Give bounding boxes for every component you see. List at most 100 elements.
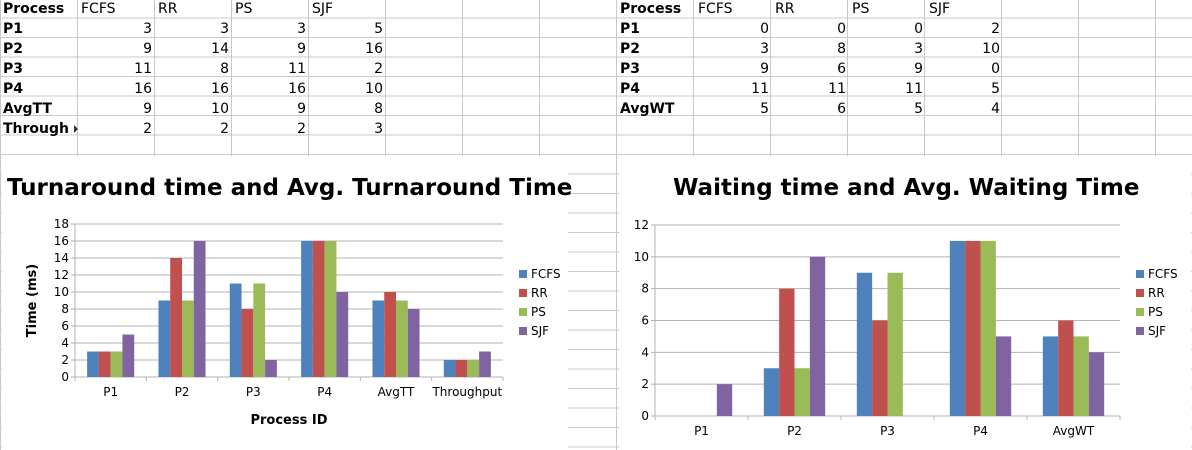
table-header-row: Process FCFS RR PS SJF [0,0,386,19]
legend-swatch-sjf [1136,327,1144,335]
value-cell[interactable]: 3 [143,21,152,37]
legend-label-rr: RR [531,286,548,300]
value-cell[interactable]: 5 [760,101,769,117]
row-label-cell[interactable]: P3 [620,61,641,77]
y-tick-label: 8 [641,282,649,296]
value-cell[interactable]: 3 [914,41,923,57]
value-cell[interactable]: 16 [288,81,306,97]
value-cell[interactable]: 16 [211,81,229,97]
waiting-chart-plot: 0 2 4 6 8 10 12 P1 P2 P3 P4 AvgWT FCFS RR PS SJF [634,218,1178,438]
row-label-cell[interactable]: P1 [3,21,24,37]
header-cell[interactable]: SJF [929,1,951,17]
value-cell[interactable]: 2 [991,21,1000,37]
value-cell[interactable]: 11 [288,61,306,77]
value-cell[interactable]: 10 [211,101,229,117]
row-label-cell[interactable]: AvgWT [620,101,675,117]
table-row: P3 9 6 9 0 [617,59,1003,79]
bar-ps-throughput [467,360,480,377]
value-cell[interactable]: 11 [905,81,923,97]
value-cell[interactable]: 5 [914,101,923,117]
row-label-cell[interactable]: P4 [620,81,641,97]
y-tick-label: 4 [641,345,649,359]
value-cell[interactable]: 11 [751,81,769,97]
bar-ps-avgwt [1073,336,1089,416]
value-cell[interactable]: 16 [365,41,383,57]
row-label-cell[interactable]: AvgTT [3,101,52,117]
row-label-cell[interactable]: Through [0,119,78,139]
row-label-cell[interactable]: P2 [3,41,24,57]
y-tick-label: 6 [61,319,69,333]
chart-title: Waiting time and Avg. Waiting Time [673,175,1140,201]
table-row: P1 3 3 3 5 [0,19,386,39]
turnaround-chart[interactable]: Turnaround time and Avg. Turnaround Time… [2,156,572,450]
value-cell[interactable]: 2 [374,61,383,77]
value-cell[interactable]: 5 [991,81,1000,97]
table-row: P3 11 8 11 2 [0,59,386,79]
value-cell[interactable]: 9 [760,61,769,77]
header-cell[interactable]: Process [620,1,682,17]
header-cell[interactable]: PS [852,1,870,17]
value-cell[interactable]: 0 [914,21,923,37]
bar-ps-p1 [110,351,123,377]
bar-ps-p3 [253,283,266,377]
header-cell[interactable]: SJF [312,1,334,17]
value-cell[interactable]: 9 [143,101,152,117]
x-tick-label: P4 [973,424,988,438]
bar-sjf-throughput [479,351,491,377]
value-cell[interactable]: 3 [760,41,769,57]
value-cell[interactable]: 9 [914,61,923,77]
bar-rr-p3 [872,320,888,416]
row-label-cell[interactable]: P1 [620,21,641,37]
table-row: Through 2 2 2 3 [0,119,386,139]
table-header-row: Process FCFS RR PS SJF [617,0,1003,19]
x-tick-label: P4 [317,385,332,399]
bar-ps-p2 [182,300,194,377]
value-cell[interactable]: 14 [211,41,229,57]
turnaround-chart-plot: 0 2 4 6 8 10 12 14 16 18 P1 P2 P3 P4 AvgTT Throughput FC… [25,217,561,428]
y-tick-label: 6 [641,314,649,328]
turnaround-data-table: Process FCFS RR PS SJF P1 3 3 3 5 P2 9 1… [0,0,386,139]
header-cell[interactable]: RR [775,1,795,17]
value-cell[interactable]: 3 [374,121,383,137]
row-label-cell[interactable]: P2 [620,41,641,57]
value-cell[interactable]: 6 [837,101,846,117]
x-tick-label: AvgTT [378,385,415,399]
value-cell[interactable]: 9 [143,41,152,57]
row-label-cell[interactable]: P4 [3,81,24,97]
value-cell[interactable]: 11 [828,81,846,97]
bar-sjf-p2 [809,256,826,416]
row-label-cell[interactable]: P3 [3,61,24,77]
y-tick-label: 12 [634,218,649,232]
header-cell[interactable]: FCFS [698,1,733,17]
value-cell[interactable]: 8 [837,41,846,57]
value-cell[interactable]: 8 [374,101,383,117]
legend-swatch-rr [519,289,527,297]
value-cell[interactable]: 9 [297,41,306,57]
value-cell[interactable]: 9 [297,101,306,117]
value-cell[interactable]: 16 [134,81,152,97]
header-cell[interactable]: Process [3,1,65,17]
value-cell[interactable]: 2 [220,121,229,137]
value-cell[interactable]: 0 [837,21,846,37]
bar-rr-avgwt [1058,320,1074,416]
value-cell[interactable]: 10 [982,41,1000,57]
value-cell[interactable]: 3 [297,21,306,37]
legend-label-ps: PS [531,305,546,319]
value-cell[interactable]: 11 [134,61,152,77]
value-cell[interactable]: 10 [365,81,383,97]
value-cell[interactable]: 5 [374,21,383,37]
header-cell[interactable]: RR [158,1,178,17]
value-cell[interactable]: 6 [837,61,846,77]
header-cell[interactable]: PS [235,1,253,17]
value-cell[interactable]: 0 [991,61,1000,77]
value-cell[interactable]: 2 [143,121,152,137]
y-tick-label: 16 [54,234,69,248]
value-cell[interactable]: 3 [220,21,229,37]
value-cell[interactable]: 0 [760,21,769,37]
bar-fcfs-p1 [87,351,99,377]
header-cell[interactable]: FCFS [81,1,116,17]
value-cell[interactable]: 8 [220,61,229,77]
waiting-chart[interactable]: Waiting time and Avg. Waiting Time 0 2 4 6 8… [619,156,1191,450]
value-cell[interactable]: 2 [297,121,306,137]
value-cell[interactable]: 4 [991,101,1000,117]
